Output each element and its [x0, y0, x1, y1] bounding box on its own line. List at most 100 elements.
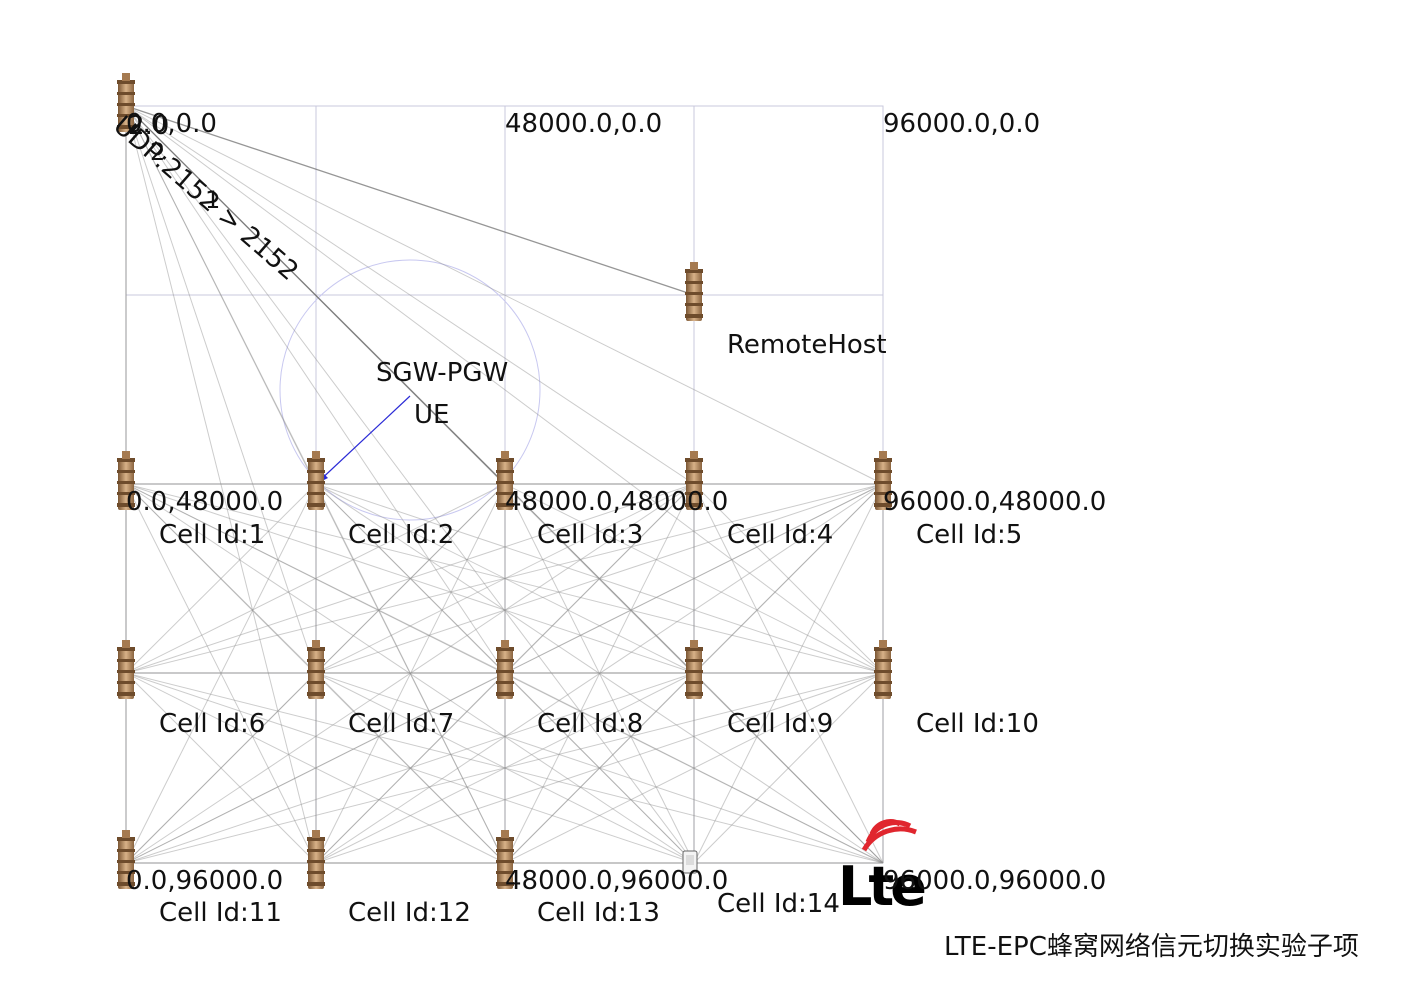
coord-label-48-48: 48000.0,48000.0 — [505, 487, 728, 517]
cell-label: Cell Id:6 — [159, 709, 265, 739]
link-line — [125, 105, 317, 485]
link-line — [315, 483, 695, 674]
link-line — [315, 672, 884, 864]
sgw-pgw-label[interactable]: SGW-PGW — [376, 358, 508, 388]
tower-icon[interactable] — [307, 640, 325, 699]
tower-icon[interactable] — [874, 640, 892, 699]
link-line — [315, 483, 884, 864]
link-line — [125, 672, 695, 864]
link-line — [125, 105, 317, 864]
link-line — [693, 483, 884, 864]
caption: LTE-EPC蜂窝网络信元切换实验子项 — [944, 932, 1359, 962]
link-line — [125, 105, 506, 674]
link-line — [315, 672, 695, 864]
link-line — [125, 672, 695, 864]
cell-label: Cell Id:13 — [537, 898, 660, 928]
tower-icon[interactable] — [307, 830, 325, 889]
cell-label: Cell Id:9 — [727, 709, 833, 739]
link-line — [504, 672, 695, 864]
coord-label-0-48: 0.0,48000.0 — [126, 487, 283, 517]
cell-label: Cell Id:14 — [717, 889, 840, 919]
link-line — [315, 483, 884, 674]
link-line — [693, 672, 884, 864]
coord-label-96-0: 96000.0,0.0 — [883, 109, 1040, 139]
link-line — [315, 483, 506, 674]
link-line — [125, 483, 506, 674]
cell-label: Cell Id:8 — [537, 709, 643, 739]
link-line — [125, 105, 317, 674]
link-line — [315, 483, 884, 674]
link-line — [125, 672, 884, 864]
node-id-label: 2 — [150, 138, 165, 166]
cell-label: Cell Id:11 — [159, 898, 282, 928]
tower-icon[interactable] — [307, 451, 325, 510]
cell-label: Cell Id:7 — [348, 709, 454, 739]
coord-label-48-0: 48000.0,0.0 — [505, 109, 662, 139]
remote-host-label[interactable]: RemoteHost — [727, 330, 887, 360]
ue-attach-link — [315, 395, 411, 485]
link-line — [125, 483, 506, 674]
link-line — [504, 672, 884, 864]
link-line — [125, 105, 695, 296]
link-line — [504, 672, 695, 864]
cell-labels: Cell Id:1 Cell Id:2 Cell Id:3 Cell Id:4 Cell… — [159, 520, 1039, 928]
link-line — [315, 483, 506, 864]
link-line — [315, 672, 506, 864]
link-line — [125, 483, 695, 674]
link-line — [125, 483, 884, 674]
ue-label[interactable]: UE — [414, 400, 449, 430]
link-line — [125, 672, 317, 864]
node-id-label: 1 — [205, 186, 220, 214]
coord-label-0-0: 0.0,0.0 — [126, 109, 217, 139]
link-line — [125, 672, 317, 864]
link-line — [693, 483, 884, 674]
link-line — [125, 105, 506, 485]
link-line — [125, 672, 884, 864]
cell-label: Cell Id:3 — [537, 520, 643, 550]
link-line — [125, 483, 695, 864]
link-line — [504, 483, 884, 674]
lte-logo-text: Lte — [838, 855, 925, 918]
phone-icon — [682, 850, 698, 874]
cell-label: Cell Id:10 — [916, 709, 1039, 739]
link-line — [504, 672, 884, 864]
link-line — [125, 483, 317, 674]
link-line — [125, 483, 317, 864]
link-line — [693, 483, 884, 864]
link-line — [125, 483, 884, 674]
tower-icon[interactable] — [685, 262, 703, 321]
node-id-label: 2.0 — [128, 111, 169, 141]
link-line — [315, 672, 695, 864]
link-line — [693, 483, 884, 674]
cell-label: Cell Id:1 — [159, 520, 265, 550]
tower-icon[interactable] — [117, 640, 135, 699]
coord-label-96-96: 96000.0,96000.0 — [883, 866, 1106, 896]
link-line — [315, 672, 884, 864]
link-line — [315, 672, 506, 864]
link-line — [125, 672, 506, 864]
coord-label-48-96: 48000.0,96000.0 — [505, 866, 728, 896]
link-line — [504, 483, 695, 864]
link-line — [125, 483, 695, 864]
link-line — [125, 483, 695, 674]
cell-label: Cell Id:5 — [916, 520, 1022, 550]
link-line — [504, 483, 695, 674]
link-line — [315, 483, 695, 674]
link-line — [125, 672, 506, 864]
tower-icon[interactable] — [496, 640, 514, 699]
cell-label: Cell Id:4 — [727, 520, 833, 550]
link-line — [125, 105, 695, 485]
cell-label: Cell Id:12 — [348, 898, 471, 928]
link-line — [125, 483, 317, 864]
link-line — [504, 483, 695, 674]
link-line — [125, 105, 884, 485]
cell-label: Cell Id:2 — [348, 520, 454, 550]
link-line — [125, 105, 695, 864]
link-line — [125, 105, 884, 674]
coord-label-0-96: 0.0,96000.0 — [126, 866, 283, 896]
link-line — [125, 483, 317, 674]
ue-range-circle — [279, 259, 541, 521]
tower-icon[interactable] — [685, 640, 703, 699]
link-line — [315, 483, 506, 674]
